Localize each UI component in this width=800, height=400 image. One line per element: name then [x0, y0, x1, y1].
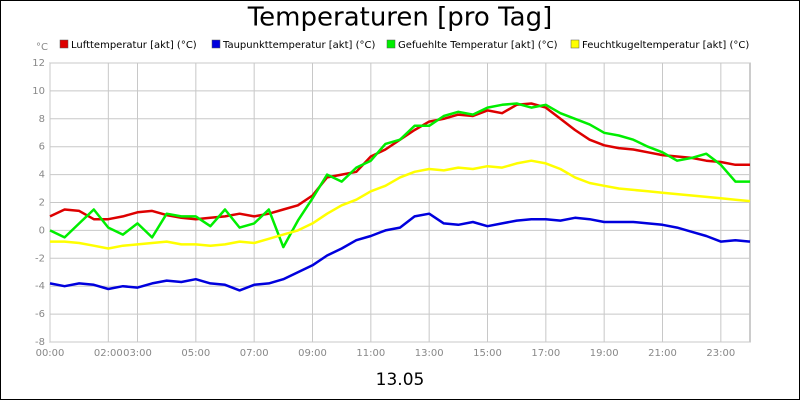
y-tick-label: 10 [32, 86, 45, 97]
y-axis-label: °C [36, 42, 48, 53]
chart-title: Temperaturen [pro Tag] [247, 3, 553, 33]
legend-label: Taupunkttemperatur [akt] (°C) [222, 40, 375, 51]
y-tick-label: 8 [39, 114, 45, 125]
x-tick-label: 11:00 [356, 348, 385, 359]
legend-label: Gefuehlte Temperatur [akt] (°C) [398, 40, 558, 51]
x-axis-label: 13.05 [376, 370, 425, 390]
legend-swatch [211, 39, 221, 49]
x-tick-label: 05:00 [181, 348, 210, 359]
series-line [49, 102, 750, 249]
y-tick-label: 12 [32, 58, 45, 69]
x-tick-label: 19:00 [590, 348, 619, 359]
x-tick-label: 00:00 [36, 348, 65, 359]
y-tick-label: -8 [35, 337, 45, 348]
x-tick-label: 13:00 [415, 348, 444, 359]
series-line [50, 159, 751, 250]
x-tick-label: 17:00 [531, 348, 560, 359]
legend-label: Lufttemperatur [akt] (°C) [71, 40, 197, 51]
legend-label: Feuchtkugeltemperatur [akt] (°C) [582, 40, 749, 51]
x-tick-label: 09:00 [298, 348, 327, 359]
y-tick-label: -2 [35, 253, 45, 264]
y-tick-label: 4 [39, 170, 45, 181]
y-tick-label: -4 [35, 281, 45, 292]
y-tick-label: 6 [39, 142, 45, 153]
x-tick-label: 03:00 [123, 348, 152, 359]
y-tick-label: 0 [39, 225, 45, 236]
y-tick-label: -6 [35, 309, 45, 320]
x-tick-label: 15:00 [473, 348, 502, 359]
x-tick-label: 02:00 [94, 348, 123, 359]
x-tick-label: 23:00 [706, 348, 735, 359]
x-tick-label: 21:00 [648, 348, 677, 359]
y-tick-label: 2 [39, 198, 45, 209]
legend-swatch [570, 39, 580, 49]
x-tick-label: 07:00 [240, 348, 269, 359]
legend-swatch [59, 39, 69, 49]
legend-swatch [386, 39, 396, 49]
series-line [49, 212, 751, 292]
